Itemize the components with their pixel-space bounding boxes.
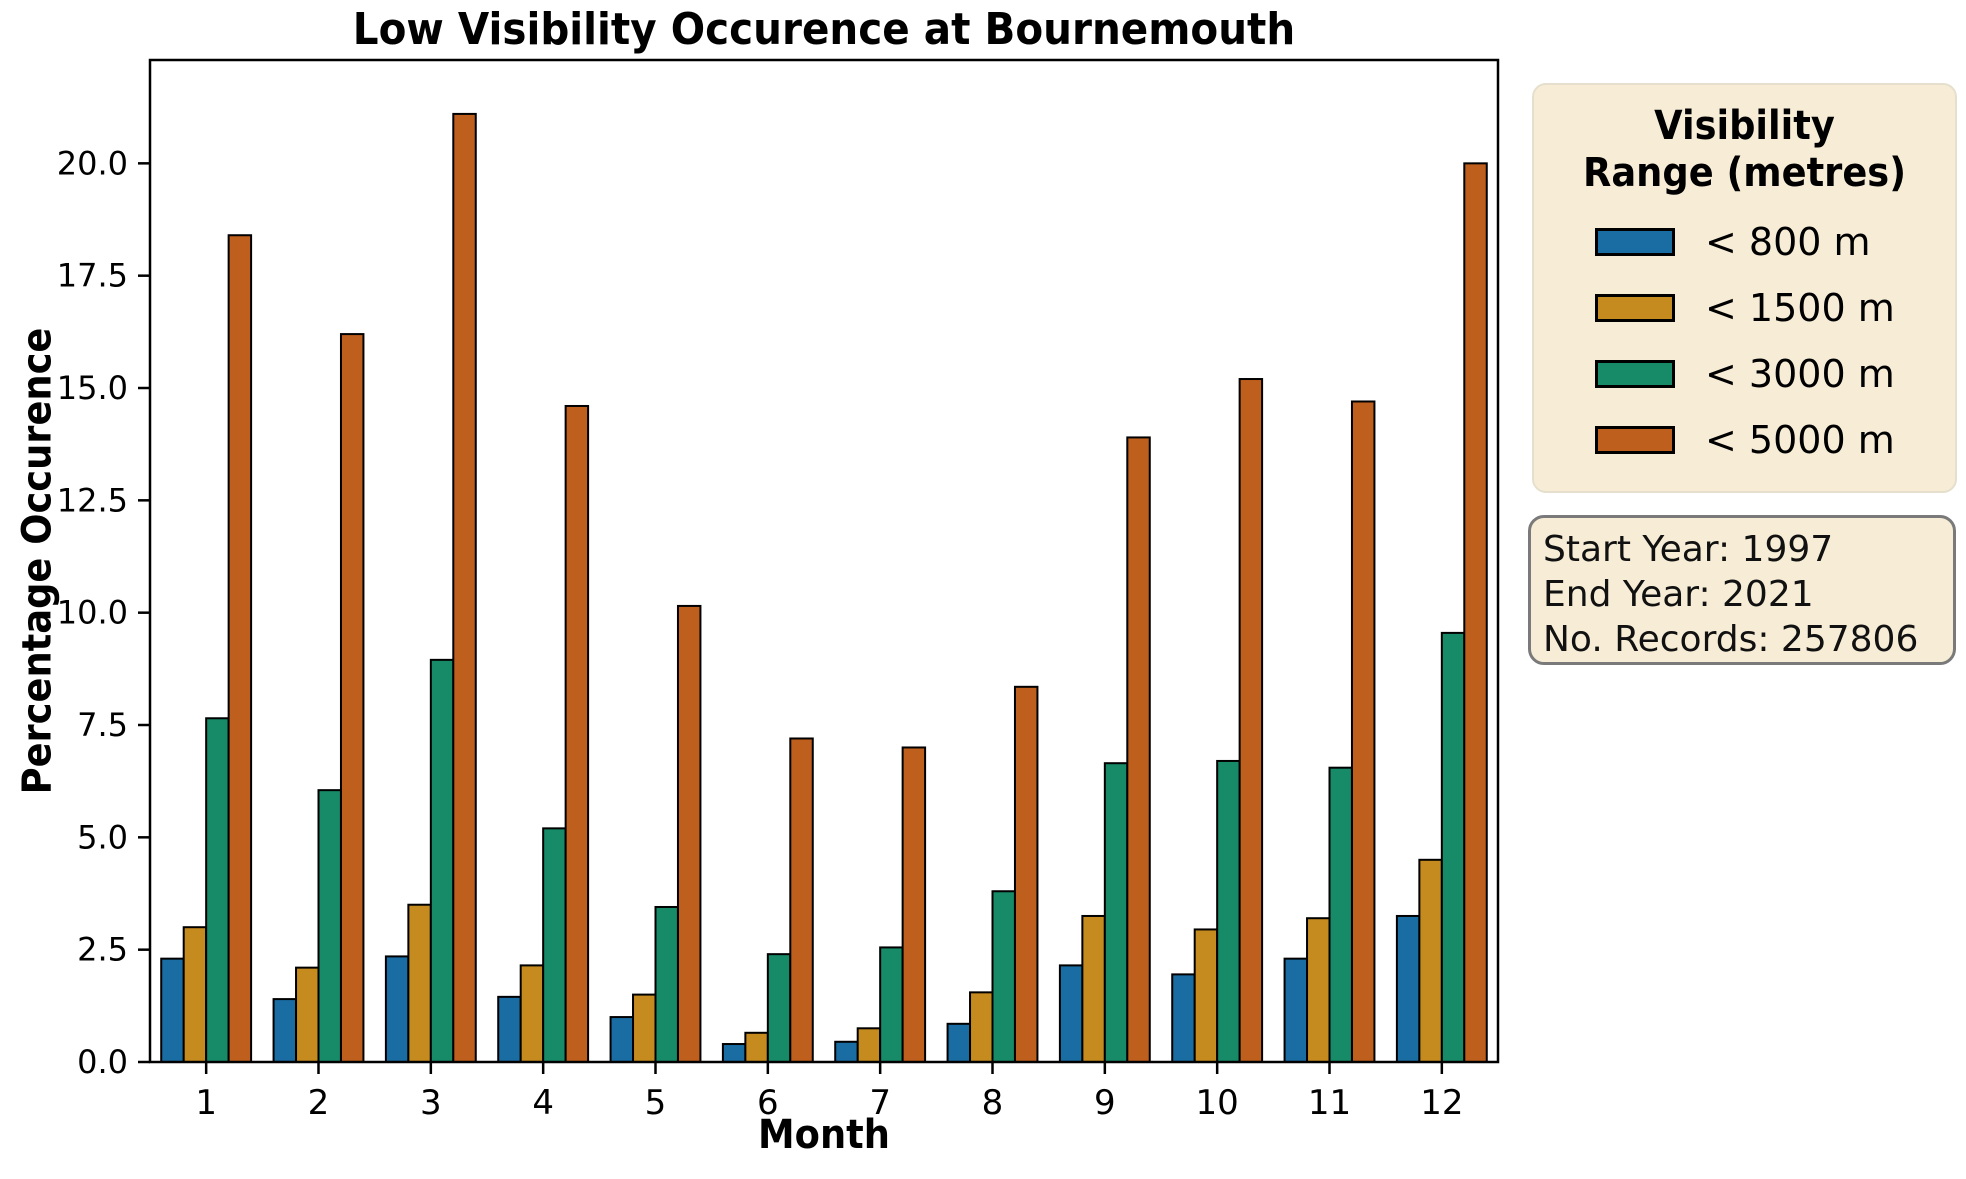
bar-month8-3000m	[991, 890, 1016, 1064]
y-tick-label: 2.5	[77, 931, 128, 969]
y-tick-label: 0.0	[77, 1043, 128, 1081]
num-records-text: No. Records: 257806	[1543, 619, 1919, 660]
bar-month2-1500m	[295, 966, 320, 1063]
x-tick-label: 12	[1420, 1083, 1463, 1123]
bar-month5-800m	[609, 1016, 635, 1063]
bar-month11-3000m	[1328, 766, 1353, 1064]
bar-month4-5000m	[564, 404, 590, 1063]
bar-month12-800m	[1395, 914, 1421, 1064]
x-axis-label: Month	[758, 1112, 890, 1158]
bar-month8-5000m	[1013, 685, 1039, 1063]
y-tick-label: 17.5	[57, 257, 128, 295]
legend-item-800m: < 800 m	[1534, 209, 1955, 275]
legend-label-3000m: < 3000 m	[1705, 352, 1895, 396]
bar-month12-1500m	[1418, 858, 1443, 1063]
bar-month10-800m	[1171, 973, 1196, 1063]
y-tick-label: 15.0	[57, 369, 128, 407]
bar-month4-3000m	[542, 827, 567, 1064]
bar-month1-5000m	[227, 234, 253, 1063]
bar-month6-800m	[721, 1043, 747, 1063]
y-axis-label-area: Percentage Occurence	[0, 60, 76, 1062]
x-tick-label: 6	[757, 1083, 779, 1123]
bar-month11-5000m	[1350, 400, 1376, 1064]
bar-month10-3000m	[1216, 759, 1241, 1063]
legend: Visibility Range (metres) < 800 m < 1500…	[1532, 83, 1957, 493]
bar-month7-5000m	[901, 746, 927, 1063]
bar-month2-800m	[272, 998, 298, 1064]
bar-month2-5000m	[339, 333, 365, 1064]
bar-month5-1500m	[632, 993, 657, 1063]
legend-swatch-1500m	[1595, 294, 1675, 322]
legend-swatch-800m	[1595, 228, 1675, 256]
chart-title: Low Visibility Occurence at Bournemouth	[352, 4, 1296, 55]
x-tick-label: 10	[1196, 1083, 1239, 1123]
bar-month3-5000m	[452, 112, 477, 1063]
bar-month8-1500m	[969, 991, 994, 1063]
bar-month4-1500m	[519, 964, 545, 1063]
bar-month4-800m	[497, 995, 522, 1063]
legend-label-5000m: < 5000 m	[1705, 418, 1895, 462]
bar-month10-1500m	[1193, 928, 1219, 1063]
bar-month9-3000m	[1103, 762, 1129, 1064]
bar-month7-3000m	[879, 946, 904, 1063]
bar-month1-800m	[160, 957, 185, 1064]
legend-label-800m: < 800 m	[1705, 220, 1871, 264]
legend-swatch-5000m	[1595, 426, 1675, 454]
bar-month5-3000m	[654, 905, 679, 1063]
bar-month3-3000m	[429, 658, 455, 1063]
y-tick-label: 5.0	[77, 818, 128, 856]
bar-month7-1500m	[856, 1027, 882, 1063]
x-tick-label: 1	[195, 1083, 217, 1123]
legend-title-line1: Visibility	[1654, 103, 1835, 149]
bar-month3-800m	[384, 955, 410, 1064]
x-tick-label: 11	[1308, 1083, 1351, 1123]
legend-title: Visibility Range (metres)	[1551, 103, 1938, 197]
bar-month10-5000m	[1238, 378, 1264, 1064]
bar-month1-3000m	[205, 717, 230, 1063]
bar-month12-5000m	[1463, 162, 1488, 1064]
bar-month6-3000m	[766, 953, 792, 1063]
stats-info-box: Start Year: 1997 End Year: 2021 No. Reco…	[1528, 515, 1956, 665]
legend-item-1500m: < 1500 m	[1534, 275, 1955, 341]
start-year-text: Start Year: 1997	[1543, 529, 1834, 570]
legend-title-line2: Range (metres)	[1582, 150, 1907, 196]
x-tick-label: 9	[1094, 1083, 1116, 1123]
end-year-text: End Year: 2021	[1543, 574, 1814, 615]
y-axis-label: Percentage Occurence	[15, 327, 61, 795]
bar-month9-800m	[1058, 964, 1084, 1063]
plot-border	[148, 58, 1500, 1064]
x-tick-label: 8	[982, 1083, 1004, 1123]
legend-item-5000m: < 5000 m	[1534, 407, 1955, 473]
bar-month3-1500m	[407, 903, 432, 1063]
bar-month11-800m	[1283, 957, 1309, 1064]
legend-items: < 800 m < 1500 m < 3000 m < 5000 m	[1534, 209, 1955, 473]
x-tick-label: 4	[532, 1083, 554, 1123]
bar-month7-800m	[834, 1040, 859, 1064]
legend-item-3000m: < 3000 m	[1534, 341, 1955, 407]
bar-month9-1500m	[1081, 914, 1106, 1064]
x-tick-label: 3	[420, 1083, 442, 1123]
y-tick-label: 20.0	[57, 144, 128, 182]
legend-swatch-3000m	[1595, 360, 1675, 388]
bar-month12-3000m	[1440, 631, 1466, 1064]
bar-month1-1500m	[182, 926, 208, 1063]
bar-month8-800m	[946, 1022, 972, 1064]
y-tick-label: 7.5	[77, 706, 128, 744]
x-tick-label: 2	[308, 1083, 330, 1123]
legend-label-1500m: < 1500 m	[1705, 286, 1895, 330]
bar-month6-5000m	[789, 737, 814, 1063]
bar-month9-5000m	[1126, 436, 1151, 1063]
bar-month2-3000m	[317, 789, 342, 1063]
y-tick-label: 12.5	[57, 481, 128, 519]
bar-month11-1500m	[1306, 917, 1331, 1064]
bar-month5-5000m	[676, 604, 702, 1063]
y-tick-label: 10.0	[57, 594, 128, 632]
x-tick-label: 7	[869, 1083, 891, 1123]
x-tick-label: 5	[645, 1083, 667, 1123]
bar-month6-1500m	[744, 1031, 769, 1063]
